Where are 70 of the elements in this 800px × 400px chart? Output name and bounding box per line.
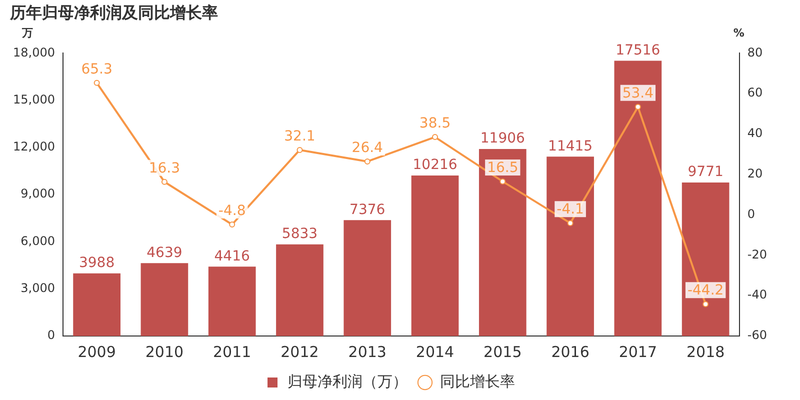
bar bbox=[140, 263, 188, 336]
y2-tick-label: -40 bbox=[747, 288, 768, 302]
y-tick-label: 15,000 bbox=[12, 92, 55, 106]
point bbox=[702, 301, 709, 308]
bar bbox=[682, 182, 730, 336]
x-tick-label: 2018 bbox=[686, 342, 725, 361]
legend-label: 同比增长率 bbox=[440, 372, 515, 390]
y-axis-title: 万 bbox=[20, 26, 33, 40]
point bbox=[161, 178, 168, 185]
data-label: 5833 bbox=[282, 226, 318, 242]
data-label: 11415 bbox=[548, 138, 593, 154]
bar bbox=[546, 156, 594, 336]
bar bbox=[344, 220, 392, 336]
x-tick-label: 2017 bbox=[618, 342, 658, 361]
bar bbox=[478, 148, 526, 336]
y2-tick-label: -20 bbox=[747, 247, 768, 262]
data-label: 26.4 bbox=[352, 140, 384, 156]
data-label: -4.8 bbox=[218, 203, 246, 220]
y2-tick-label: 40 bbox=[747, 126, 763, 140]
x-tick-label: 2016 bbox=[551, 342, 590, 361]
point bbox=[296, 146, 303, 153]
legend-label: 归母净利润（万） bbox=[288, 372, 408, 390]
point bbox=[94, 80, 100, 86]
point bbox=[364, 158, 370, 164]
data-label: 11906 bbox=[480, 130, 526, 147]
bar bbox=[208, 266, 256, 336]
y-tick-label: 3,000 bbox=[20, 280, 55, 295]
point bbox=[229, 221, 236, 228]
bar bbox=[73, 273, 120, 336]
x-tick-label: 2011 bbox=[213, 342, 252, 361]
x-tick-label: 2014 bbox=[416, 342, 454, 361]
point bbox=[500, 178, 506, 184]
data-label: 16.3 bbox=[148, 160, 180, 177]
x-tick-label: 2012 bbox=[280, 342, 319, 361]
y2-tick-label: 80 bbox=[747, 45, 763, 60]
data-label: 9771 bbox=[688, 164, 724, 180]
y2-axis-title: % bbox=[733, 26, 744, 40]
bar bbox=[411, 175, 459, 336]
data-label: 4639 bbox=[146, 244, 182, 261]
bar bbox=[276, 244, 324, 336]
y-tick-label: 9,000 bbox=[20, 186, 55, 201]
data-label: 3988 bbox=[78, 254, 115, 271]
point bbox=[634, 104, 641, 110]
point bbox=[567, 220, 574, 226]
x-tick-label: 2015 bbox=[484, 342, 522, 361]
y2-tick-label: 0 bbox=[747, 206, 756, 221]
y-tick-label: 6,000 bbox=[20, 234, 55, 248]
x-tick-label: 2013 bbox=[348, 342, 386, 361]
x-tick-label: 2010 bbox=[145, 342, 184, 361]
data-label: 4416 bbox=[214, 248, 250, 264]
y-tick-label: 18,000 bbox=[12, 45, 55, 60]
x-tick-label: 2009 bbox=[78, 342, 116, 361]
data-label: 10216 bbox=[412, 157, 458, 174]
y2-tick-label: 20 bbox=[747, 166, 763, 181]
y-tick-label: 0 bbox=[47, 328, 55, 342]
data-label: 32.1 bbox=[284, 128, 316, 145]
bar bbox=[614, 60, 662, 336]
data-label: 16.5 bbox=[487, 160, 518, 176]
data-label: 65.3 bbox=[81, 62, 112, 78]
data-label: 53.4 bbox=[622, 86, 654, 102]
data-label: -44.2 bbox=[687, 282, 724, 299]
data-label: -4.1 bbox=[556, 202, 584, 218]
data-label: 38.5 bbox=[419, 116, 451, 132]
y2-tick-label: -60 bbox=[747, 328, 768, 342]
point bbox=[432, 134, 438, 140]
chart-title: 历年归母净利润及同比增长率 bbox=[9, 2, 218, 22]
data-label: 17516 bbox=[616, 42, 660, 58]
y-tick-label: 12,000 bbox=[12, 140, 55, 154]
data-label: 7376 bbox=[350, 202, 386, 218]
y2-tick-label: 60 bbox=[747, 86, 763, 100]
